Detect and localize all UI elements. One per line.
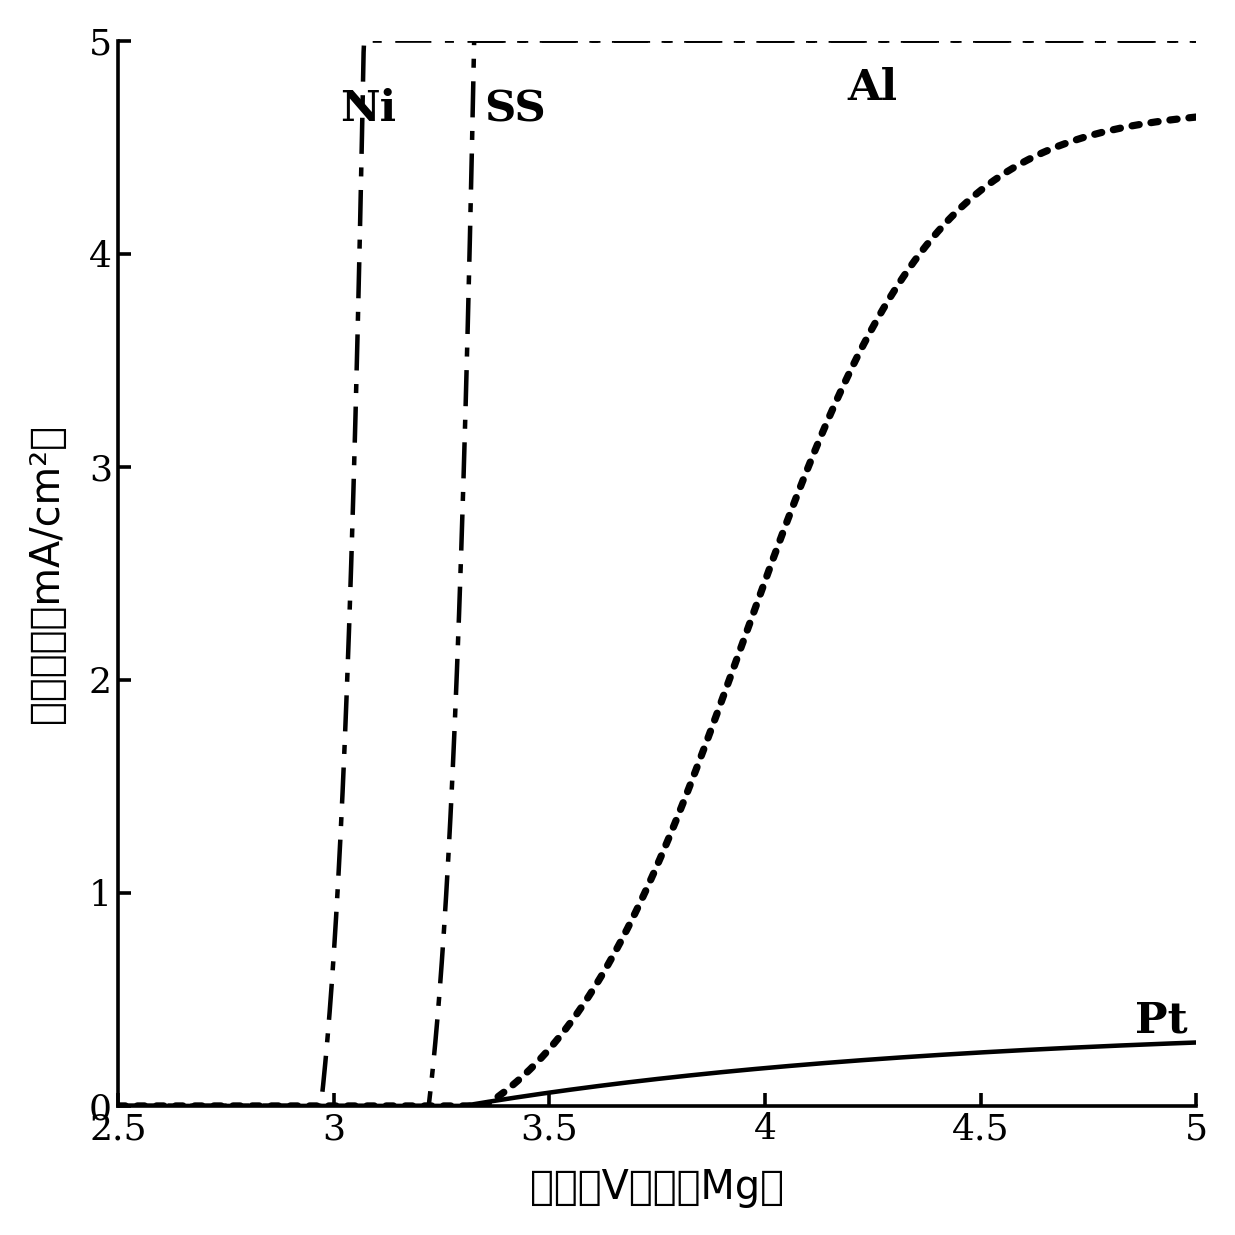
Text: Ni: Ni <box>341 88 396 130</box>
Y-axis label: 电流密度（mA/cm²）: 电流密度（mA/cm²） <box>27 424 67 722</box>
Text: SS: SS <box>484 88 546 130</box>
Text: Al: Al <box>848 67 898 109</box>
X-axis label: 电势（V相对于Mg）: 电势（V相对于Mg） <box>530 1168 784 1208</box>
Text: Pt: Pt <box>1135 999 1188 1041</box>
